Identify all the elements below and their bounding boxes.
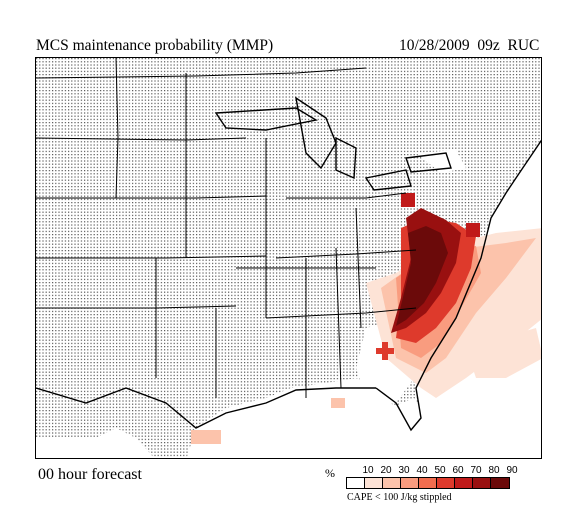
legend-swatch bbox=[401, 478, 419, 488]
legend-swatch bbox=[437, 478, 455, 488]
legend-swatch bbox=[419, 478, 437, 488]
chart-title: MCS maintenance probability (MMP) bbox=[36, 37, 274, 54]
mmp-atlantic bbox=[466, 328, 541, 378]
mmp-cell-east bbox=[466, 223, 480, 237]
forecast-label: 00 hour forecast bbox=[38, 466, 142, 483]
mmp-cell-north bbox=[401, 193, 415, 207]
mmp-gulf-b bbox=[191, 430, 221, 444]
legend-tick: 30 bbox=[398, 465, 410, 476]
stipple-note: CAPE < 100 J/kg stippled bbox=[347, 492, 452, 503]
legend-swatch bbox=[455, 478, 473, 488]
legend-color-bar bbox=[346, 477, 510, 489]
legend-swatch bbox=[347, 478, 365, 488]
mmp-90 bbox=[396, 226, 448, 326]
legend-tick: 60 bbox=[452, 465, 464, 476]
map-svg bbox=[36, 58, 541, 458]
legend-swatch bbox=[383, 478, 401, 488]
valid-time-label: 10/28/2009 09z RUC bbox=[399, 37, 540, 54]
legend-tick: 10 bbox=[362, 465, 374, 476]
coastlines bbox=[36, 96, 541, 432]
probability-shading bbox=[191, 193, 541, 444]
legend-tick: 70 bbox=[470, 465, 482, 476]
mmp-gulf-a bbox=[331, 398, 345, 408]
legend-swatch bbox=[491, 478, 509, 488]
map-panel bbox=[35, 57, 542, 459]
legend-swatch bbox=[473, 478, 491, 488]
legend-tick: 40 bbox=[416, 465, 428, 476]
legend-tick: 50 bbox=[434, 465, 446, 476]
legend-tick: 80 bbox=[488, 465, 500, 476]
state-boundaries bbox=[36, 58, 417, 398]
legend-tick: 20 bbox=[380, 465, 392, 476]
mmp-cell-cross bbox=[376, 342, 394, 360]
legend-swatch bbox=[365, 478, 383, 488]
legend-tick: 90 bbox=[506, 465, 518, 476]
legend-unit: % bbox=[325, 466, 335, 480]
